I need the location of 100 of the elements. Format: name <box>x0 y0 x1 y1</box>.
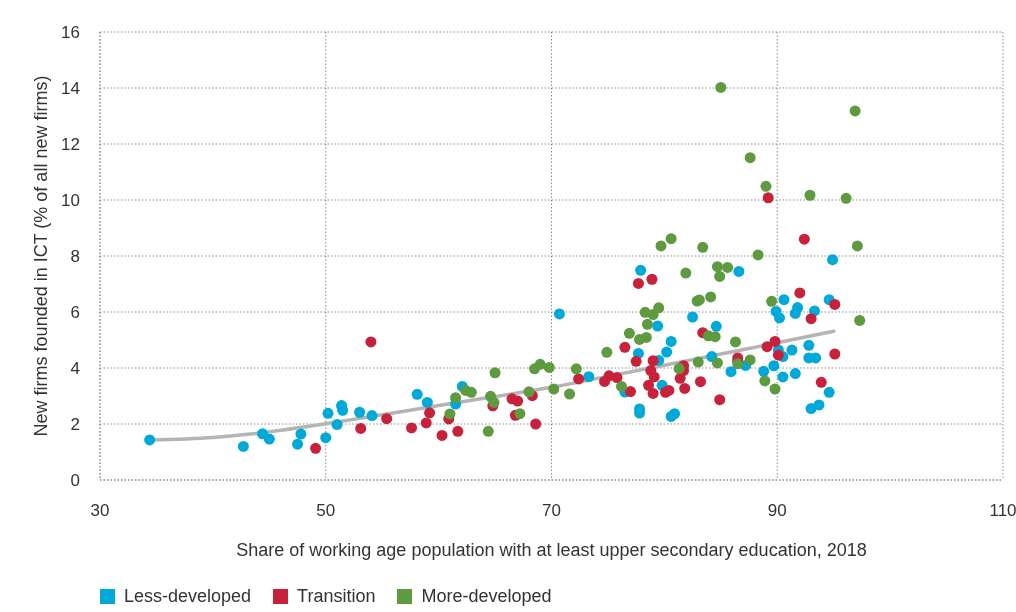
point <box>646 273 658 285</box>
point <box>665 233 677 245</box>
point <box>827 254 839 266</box>
y-tick-label: 2 <box>70 415 80 435</box>
point <box>641 318 653 330</box>
point <box>406 422 418 434</box>
point <box>758 365 770 377</box>
point <box>653 302 665 314</box>
point <box>488 396 500 408</box>
point <box>601 346 613 358</box>
point <box>710 320 722 332</box>
point <box>663 384 675 396</box>
point <box>444 408 456 420</box>
point <box>355 422 367 434</box>
point <box>705 291 717 303</box>
point <box>548 383 560 395</box>
point <box>761 341 773 353</box>
point <box>792 302 804 314</box>
legend-label: Transition <box>297 586 376 607</box>
point <box>310 442 322 454</box>
point <box>424 407 436 419</box>
y-tick-label: 10 <box>61 191 80 211</box>
x-tick-label: 70 <box>542 501 561 521</box>
point <box>237 440 249 452</box>
point <box>711 261 723 273</box>
point <box>669 408 681 420</box>
point <box>692 356 704 368</box>
point <box>759 375 771 387</box>
point <box>769 335 781 347</box>
point <box>766 295 778 307</box>
point <box>354 406 366 418</box>
point <box>655 240 667 252</box>
point <box>411 388 423 400</box>
point <box>512 395 524 407</box>
point <box>794 287 806 299</box>
point <box>813 399 825 411</box>
point <box>489 367 501 379</box>
point <box>647 387 659 399</box>
point <box>534 358 546 370</box>
point <box>854 314 866 326</box>
y-tick-label: 16 <box>61 23 80 43</box>
point <box>320 432 332 444</box>
point <box>553 308 565 320</box>
point <box>680 267 692 279</box>
point <box>648 371 660 383</box>
legend-label: More-developed <box>421 586 552 607</box>
point <box>514 408 526 420</box>
point <box>619 341 631 353</box>
point <box>665 335 677 347</box>
point <box>570 363 582 375</box>
point <box>823 386 835 398</box>
point <box>762 192 774 204</box>
point <box>573 373 585 385</box>
point <box>630 355 642 367</box>
point <box>729 336 741 348</box>
point <box>798 233 810 245</box>
point <box>722 261 734 273</box>
point <box>331 419 343 431</box>
point <box>768 360 780 372</box>
point <box>805 313 817 325</box>
point <box>295 428 307 440</box>
point <box>611 372 623 384</box>
point <box>714 270 726 282</box>
point <box>450 392 462 404</box>
point <box>711 357 723 369</box>
point <box>625 386 637 398</box>
point <box>643 379 655 391</box>
point <box>673 363 685 375</box>
point <box>829 298 841 310</box>
x-tick-label: 50 <box>316 501 336 521</box>
point <box>772 349 784 361</box>
point <box>760 180 772 192</box>
point <box>829 348 841 360</box>
point <box>789 368 801 380</box>
point <box>774 312 786 324</box>
point <box>752 249 764 261</box>
point <box>635 264 647 276</box>
point <box>725 366 737 378</box>
point <box>733 265 745 277</box>
point <box>144 434 156 446</box>
x-tick-label: 90 <box>767 501 787 521</box>
point <box>647 355 659 367</box>
point <box>263 433 275 445</box>
point <box>804 189 816 201</box>
point <box>640 331 652 343</box>
legend-label: Less-developed <box>124 586 252 607</box>
point <box>420 417 432 429</box>
point <box>530 418 542 430</box>
y-tick-label: 6 <box>70 303 80 323</box>
point <box>436 429 448 441</box>
point <box>583 371 595 383</box>
point <box>697 241 709 253</box>
point <box>623 327 635 339</box>
y-tick-label: 4 <box>70 359 80 379</box>
point <box>803 339 815 351</box>
point <box>523 386 535 398</box>
point <box>695 376 706 388</box>
point <box>778 294 790 306</box>
point <box>661 346 673 358</box>
point <box>632 277 644 289</box>
